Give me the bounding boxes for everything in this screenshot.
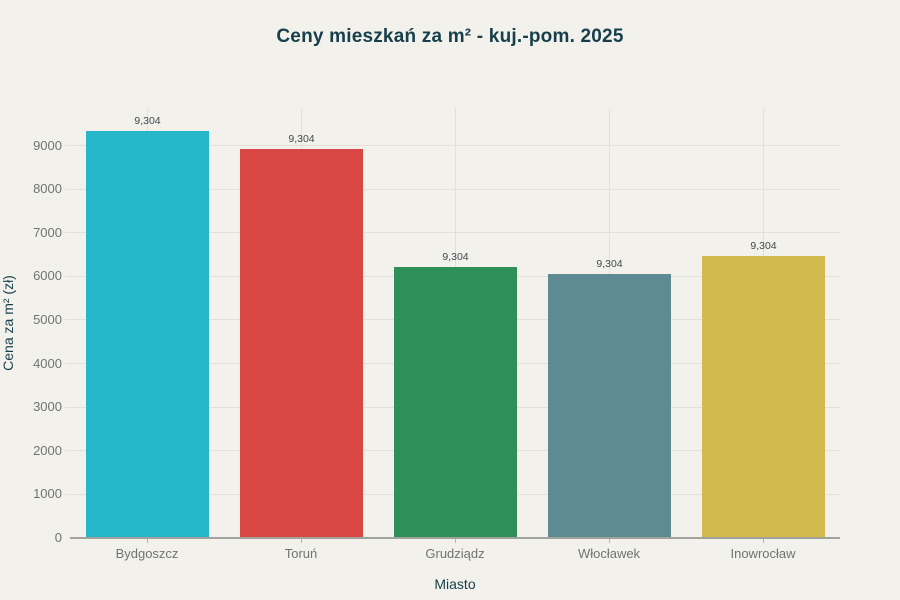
x-tick-mark: [762, 538, 764, 543]
x-tick-mark: [146, 538, 148, 543]
x-tick-label: Grudziądz: [425, 546, 485, 561]
y-tick-label: 1000: [33, 486, 62, 502]
y-gridline: [65, 145, 840, 146]
y-gridline: [65, 188, 840, 190]
x-axis-title: Miasto: [434, 576, 476, 592]
y-tick-label: 6000: [33, 268, 62, 284]
bar-włocławek: [548, 274, 671, 537]
bar-grudziądz: [394, 267, 517, 537]
y-gridline: [65, 232, 840, 234]
y-tick-label: 9000: [33, 137, 62, 153]
x-axis-line: [70, 537, 840, 539]
y-tick-label: 3000: [33, 399, 62, 415]
y-tick-label: 2000: [33, 442, 62, 458]
y-tick-label: 4000: [33, 355, 62, 371]
x-tick-label: Inowrocław: [730, 546, 796, 561]
x-tick-mark: [300, 538, 302, 543]
bar-value-label: 9,304: [134, 115, 161, 127]
bar-value-label: 9,304: [442, 251, 469, 263]
x-tick-label: Toruń: [284, 546, 318, 561]
y-tick-label: 7000: [33, 224, 62, 240]
y-tick-label: 8000: [33, 181, 62, 197]
bar-toruń: [240, 149, 363, 537]
bar-value-label: 9,304: [750, 240, 777, 252]
bar-inowrocław: [702, 256, 825, 537]
y-tick-label: 5000: [33, 311, 62, 327]
x-tick-label: Włocławek: [577, 546, 641, 561]
chart-title: Ceny mieszkań za m² - kuj.-pom. 2025: [276, 26, 624, 47]
bar-value-label: 9,304: [288, 133, 315, 145]
bar-value-label: 9,304: [596, 258, 623, 270]
x-tick-label: Bydgoszcz: [115, 546, 179, 561]
x-tick-mark: [454, 538, 456, 543]
x-tick-mark: [608, 538, 610, 543]
y-tick-label: 0: [54, 530, 62, 545]
bar-bydgoszcz: [86, 131, 209, 537]
